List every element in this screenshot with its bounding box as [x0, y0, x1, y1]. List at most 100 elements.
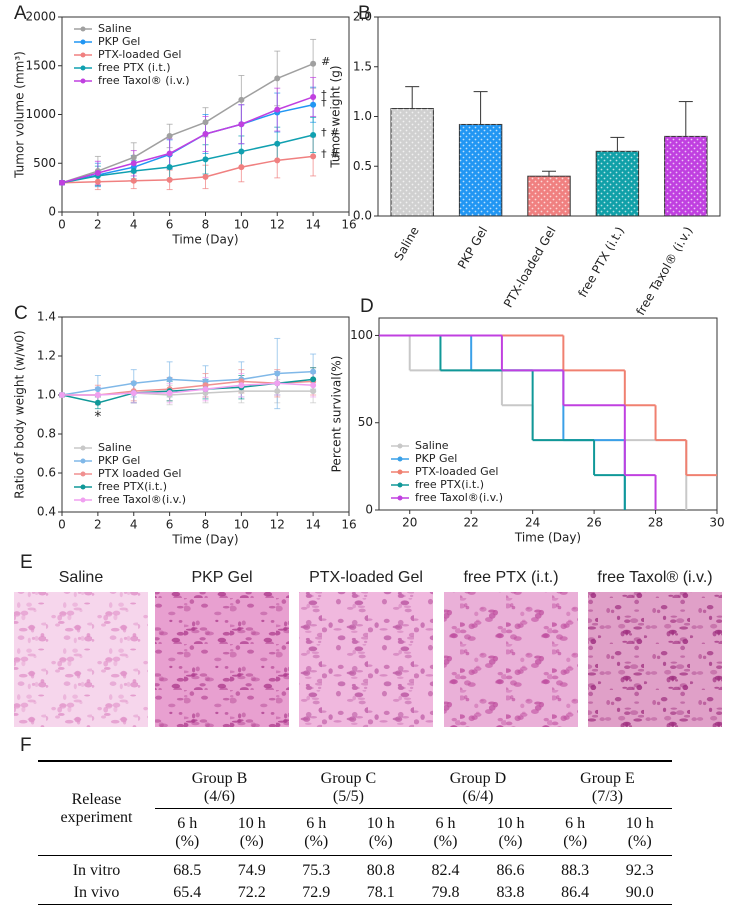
data-point: [59, 179, 65, 186]
legend-marker: [80, 471, 86, 477]
x-tick-label: 4: [130, 218, 138, 232]
data-point: [130, 168, 137, 175]
histology-image: [14, 592, 148, 727]
y-tick-label: 1.0: [353, 109, 372, 123]
table-cell: 80.8: [348, 856, 412, 883]
data-point: [202, 173, 209, 180]
x-tick-label: 20: [402, 516, 417, 530]
legend-marker: [80, 39, 86, 45]
table-cell: 74.9: [219, 856, 283, 883]
legend-marker: [397, 456, 403, 462]
data-point: [94, 170, 101, 176]
data-point: [94, 392, 101, 398]
legend-label: Saline: [98, 441, 132, 454]
data-point: [274, 157, 281, 164]
x-tick-label: 30: [709, 516, 724, 530]
data-point: [274, 75, 281, 82]
table-cell: 79.8: [413, 882, 478, 905]
y-tick-label: 2.0: [353, 10, 372, 24]
legend-label: PKP Gel: [98, 454, 140, 467]
legend-marker: [397, 482, 403, 488]
column-header: 6 h (%): [155, 808, 220, 856]
cell-text: (%): [304, 833, 329, 850]
cell-text: 6 h: [177, 815, 198, 832]
y-tick-label: 1000: [25, 107, 56, 121]
series-line: [61, 96, 314, 184]
x-tick-label: 6: [166, 218, 174, 232]
data-point: [310, 60, 317, 67]
x-tick-label: 6: [166, 518, 174, 532]
legend-marker: [80, 78, 86, 84]
legend-label: free PTX(i.t.): [415, 478, 484, 491]
group-header: Group E (7/3): [542, 761, 672, 809]
x-tick-label: 14: [305, 218, 320, 232]
significance-mark: † #: [321, 126, 339, 139]
cell-text: (%): [498, 833, 523, 850]
x-tick-label: 2: [94, 518, 102, 532]
y-tick-label: 0.5: [353, 159, 372, 173]
legend-marker: [80, 497, 86, 503]
histology-image: [299, 592, 433, 727]
table-cell: 86.4: [543, 882, 607, 905]
data-point: [310, 153, 317, 160]
histology-image: [588, 592, 722, 727]
table-cell: 90.0: [607, 882, 672, 905]
data-point: [130, 154, 137, 161]
legend-label: PTX-loaded Gel: [415, 465, 498, 478]
data-point: [310, 131, 317, 138]
data-point: [166, 132, 173, 139]
data-point: [94, 178, 101, 185]
y-tick-label: 1.2: [37, 349, 56, 363]
data-point: [130, 390, 137, 397]
x-axis-label: Time (Day): [171, 233, 238, 247]
cell-text: Group E: [580, 770, 635, 787]
data-point: [130, 380, 137, 387]
cell-text: 6 h: [565, 815, 586, 832]
x-tick-label: 16: [341, 218, 356, 232]
cell-text: 68.5: [173, 862, 202, 879]
cell-text: 75.3: [302, 862, 331, 879]
cell-text: In vivo: [73, 884, 120, 901]
data-point: [238, 164, 245, 171]
x-tick-label: free Taxol® (i.v.): [633, 224, 695, 318]
panel-label: D: [360, 296, 374, 317]
y-tick-label: 1.5: [353, 59, 372, 73]
row-label: In vitro: [38, 856, 155, 883]
y-tick-label: 1500: [25, 58, 56, 72]
x-tick-label: 24: [525, 516, 540, 530]
legend-label: free PTX(i.t.): [98, 480, 167, 493]
y-tick-label: 50: [358, 415, 373, 429]
legend-marker: [80, 445, 86, 451]
table-cell: 92.3: [607, 856, 672, 883]
x-tick-label: Saline: [391, 224, 421, 263]
histology-label: free Taxol® (i.v.): [597, 569, 712, 586]
x-tick-label: PKP Gel: [455, 224, 490, 271]
plot-frame: [378, 317, 718, 511]
significance-mark: †: [321, 96, 327, 109]
cell-text: Group D: [449, 770, 507, 787]
legend-label: PKP Gel: [98, 35, 140, 48]
histology-image: [444, 592, 578, 727]
data-point: [202, 131, 209, 137]
legend-label: free Taxol® (i.v.): [98, 74, 190, 87]
table-cell: 65.4: [155, 882, 219, 905]
table-row: In vitro 68.5 74.9 75.3 80.8 82.4 86.6 88.3 92.3: [38, 856, 672, 883]
table-cell: 72.9: [284, 882, 348, 905]
cell-text: 10 h: [625, 815, 654, 832]
histology-label: PTX-loaded Gel: [309, 569, 423, 586]
histology-image: [155, 592, 289, 727]
data-point: [310, 382, 317, 389]
cell-text: (4/6): [203, 788, 236, 805]
table-cell: 78.1: [348, 882, 412, 905]
x-tick-label: 4: [130, 518, 138, 532]
y-tick-label: 1.0: [37, 388, 56, 402]
y-tick-label: 0: [48, 205, 56, 219]
column-header: 10 h (%): [607, 808, 672, 856]
data-point: [310, 101, 317, 108]
legend-marker: [397, 443, 403, 449]
data-point: [94, 399, 101, 406]
table-cell: 86.6: [478, 856, 543, 883]
legend-label: free PTX (i.t.): [98, 61, 171, 74]
data-point: [274, 106, 281, 113]
cell-text: (7/3): [591, 788, 624, 805]
